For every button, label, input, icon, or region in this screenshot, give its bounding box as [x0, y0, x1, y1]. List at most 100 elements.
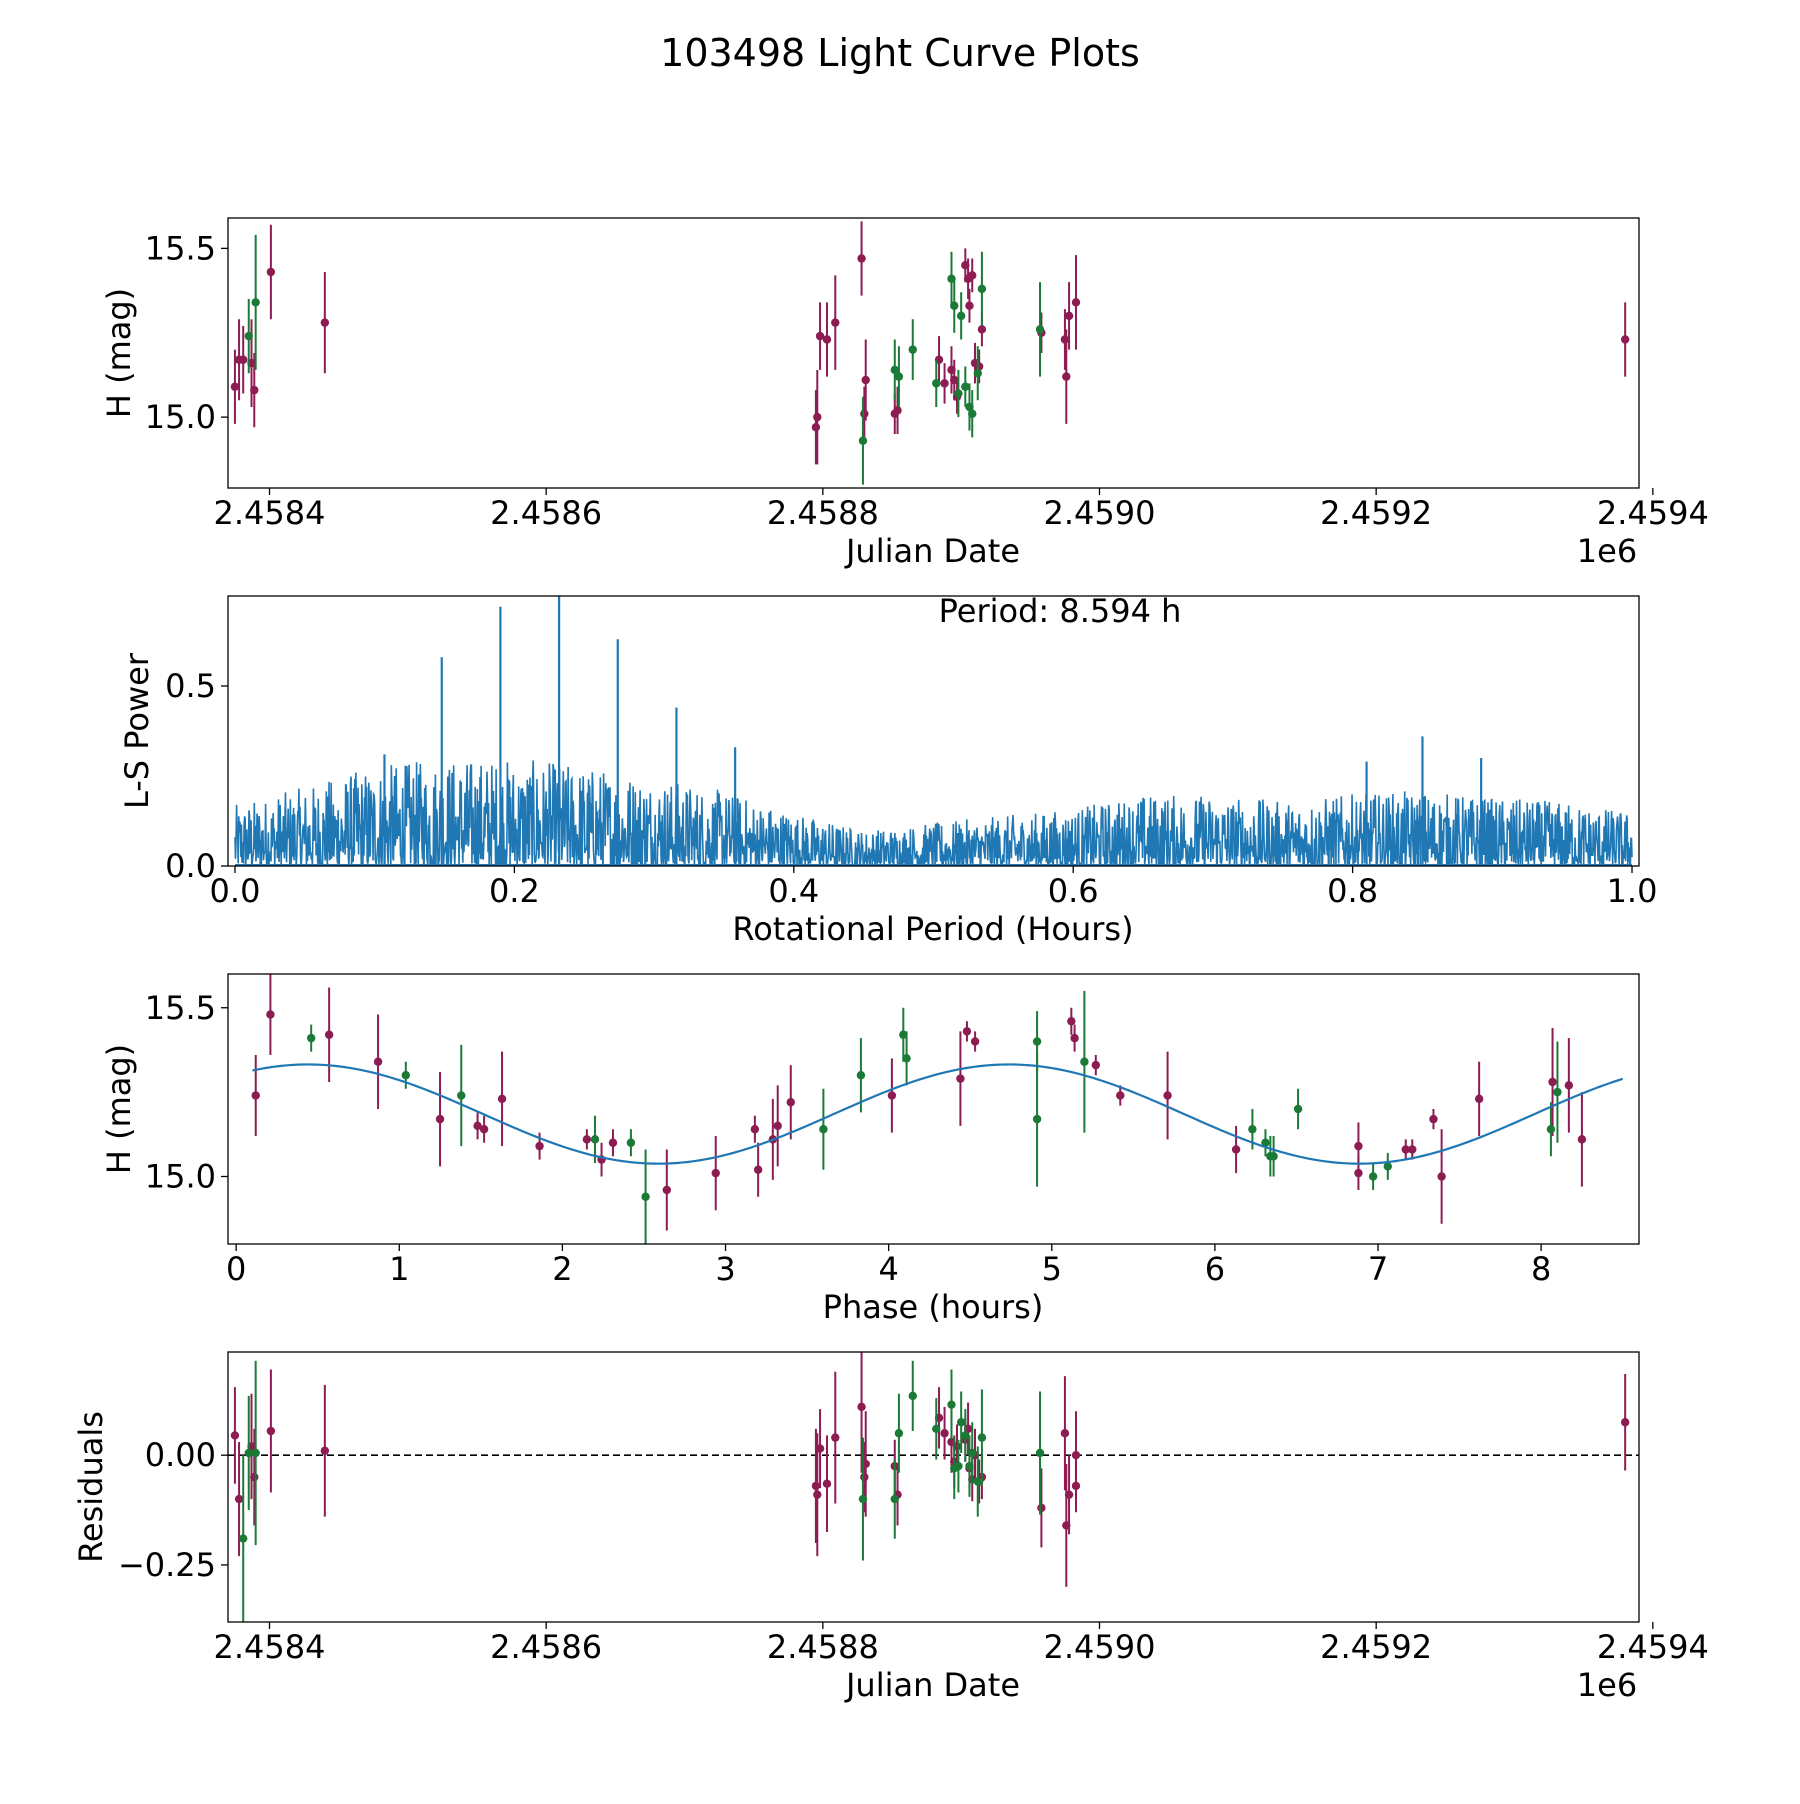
xtick-label: 0.4 [768, 872, 819, 910]
data-point-r [822, 1479, 832, 1488]
lightcurve-offset-label: 1e6 [1577, 532, 1637, 570]
data-point-g [1032, 1114, 1042, 1124]
data-point-r [711, 1168, 720, 1178]
xtick-label: 1 [389, 1250, 409, 1288]
data-point-g [401, 1071, 411, 1080]
data-point-r [320, 1446, 330, 1455]
data-point-g [819, 1125, 828, 1134]
xtick-label: 2.4586 [490, 494, 602, 532]
data-point-g [1269, 1152, 1278, 1161]
data-point-g [1383, 1162, 1392, 1171]
data-point-g [977, 284, 987, 294]
data-point-g [956, 1418, 966, 1427]
data-point-r [266, 1010, 275, 1019]
data-point-r [1354, 1141, 1363, 1151]
xtick-label: 2.4592 [1320, 494, 1432, 532]
xtick-label: 2.4594 [1597, 1628, 1709, 1666]
ytick-label: 15.5 [145, 229, 216, 267]
data-point-g [908, 345, 917, 354]
data-point-r [753, 1165, 763, 1174]
data-point-g [894, 1429, 904, 1438]
data-point-g [973, 1477, 982, 1486]
ytick-label: 15.0 [145, 1158, 216, 1196]
data-point-g [590, 1135, 600, 1144]
ytick-label: 15.0 [145, 398, 216, 436]
data-point-g [1032, 1037, 1042, 1046]
data-point-g [239, 1534, 248, 1543]
residuals-offset-label: 1e6 [1577, 1666, 1637, 1704]
data-point-g [306, 1033, 316, 1043]
data-point-g [890, 1494, 899, 1504]
xtick-label: 2.4592 [1320, 1628, 1432, 1666]
data-point-g [961, 1431, 970, 1440]
data-point-g [244, 331, 253, 341]
data-point-g [457, 1091, 466, 1100]
xtick-label: 0.2 [489, 872, 540, 910]
data-point-g [947, 1400, 956, 1409]
data-point-r [250, 385, 259, 395]
data-point-g [251, 298, 260, 307]
data-point-r [940, 379, 949, 388]
data-point-r [831, 1433, 840, 1442]
data-point-g [856, 1071, 866, 1080]
xtick-label: 6 [1205, 1250, 1225, 1288]
phased-ticks: 0 1 2 3 4 5 6 7 8 15.0 15.5 [145, 989, 1552, 1288]
data-point-r [813, 1490, 822, 1499]
data-point-r [582, 1135, 592, 1144]
data-point-r [1548, 1077, 1557, 1087]
data-point-r [1474, 1094, 1484, 1104]
data-point-r [860, 409, 869, 418]
data-point-r [1060, 1429, 1070, 1438]
residuals-frame [227, 1351, 1640, 1623]
data-point-r [968, 271, 977, 280]
data-point-r [234, 1494, 244, 1504]
data-point-g [1546, 1125, 1556, 1134]
data-point-r [977, 325, 987, 334]
data-point-r [1564, 1081, 1574, 1090]
xtick-label: 5 [1042, 1250, 1062, 1288]
data-point-r [815, 1444, 825, 1453]
data-point-r [1116, 1091, 1125, 1100]
data-point-r [1070, 1033, 1079, 1043]
xtick-label: 2.4584 [214, 1628, 326, 1666]
data-point-g [961, 382, 970, 391]
data-point-r [1437, 1172, 1446, 1181]
data-point-r [250, 1472, 259, 1482]
data-point-g [1368, 1172, 1378, 1181]
data-point-g [1261, 1138, 1270, 1147]
data-point-g [251, 1448, 260, 1458]
lightcurve-panel: 2.4584 2.4586 2.4588 2.4590 2.4592 2.4594 15.0… [100, 217, 1709, 570]
ytick-label: 0.00 [145, 1436, 216, 1474]
data-point-g [626, 1138, 636, 1147]
data-point-r [1060, 335, 1070, 344]
data-point-r [861, 375, 870, 385]
data-point-r [857, 1402, 866, 1412]
data-point-r [962, 1027, 972, 1036]
data-point-r [857, 254, 866, 263]
data-point-r [815, 331, 825, 341]
data-point-r [1037, 1503, 1046, 1513]
data-point-r [811, 423, 821, 432]
data-point-r [266, 1426, 276, 1436]
data-point-g [932, 379, 941, 388]
xtick-label: 8 [1531, 1250, 1551, 1288]
data-point-r [230, 1431, 240, 1440]
phased-frame [227, 973, 1640, 1245]
periodogram-panel: 0.0 0.2 0.4 0.6 0.8 1.0 0.0 0.5 Period: 8.594 h… [118, 592, 1657, 948]
data-point-r [1064, 1490, 1074, 1499]
data-point-r [266, 267, 276, 277]
data-point-r [1071, 1450, 1081, 1460]
xtick-label: 2.4590 [1044, 1628, 1156, 1666]
data-point-g [1293, 1104, 1303, 1114]
data-point-r [1620, 1418, 1630, 1427]
data-point-r [773, 1121, 782, 1131]
data-point-r [1071, 298, 1081, 307]
ytick-label: 0.5 [165, 667, 216, 705]
xtick-label: 4 [878, 1250, 898, 1288]
lightcurve-ylabel: H (mag) [100, 288, 138, 418]
data-point-g [954, 389, 963, 398]
data-point-r [1091, 1060, 1101, 1070]
lightcurve-xlabel: Julian Date [844, 532, 1020, 570]
xtick-label: 2.4586 [490, 1628, 602, 1666]
